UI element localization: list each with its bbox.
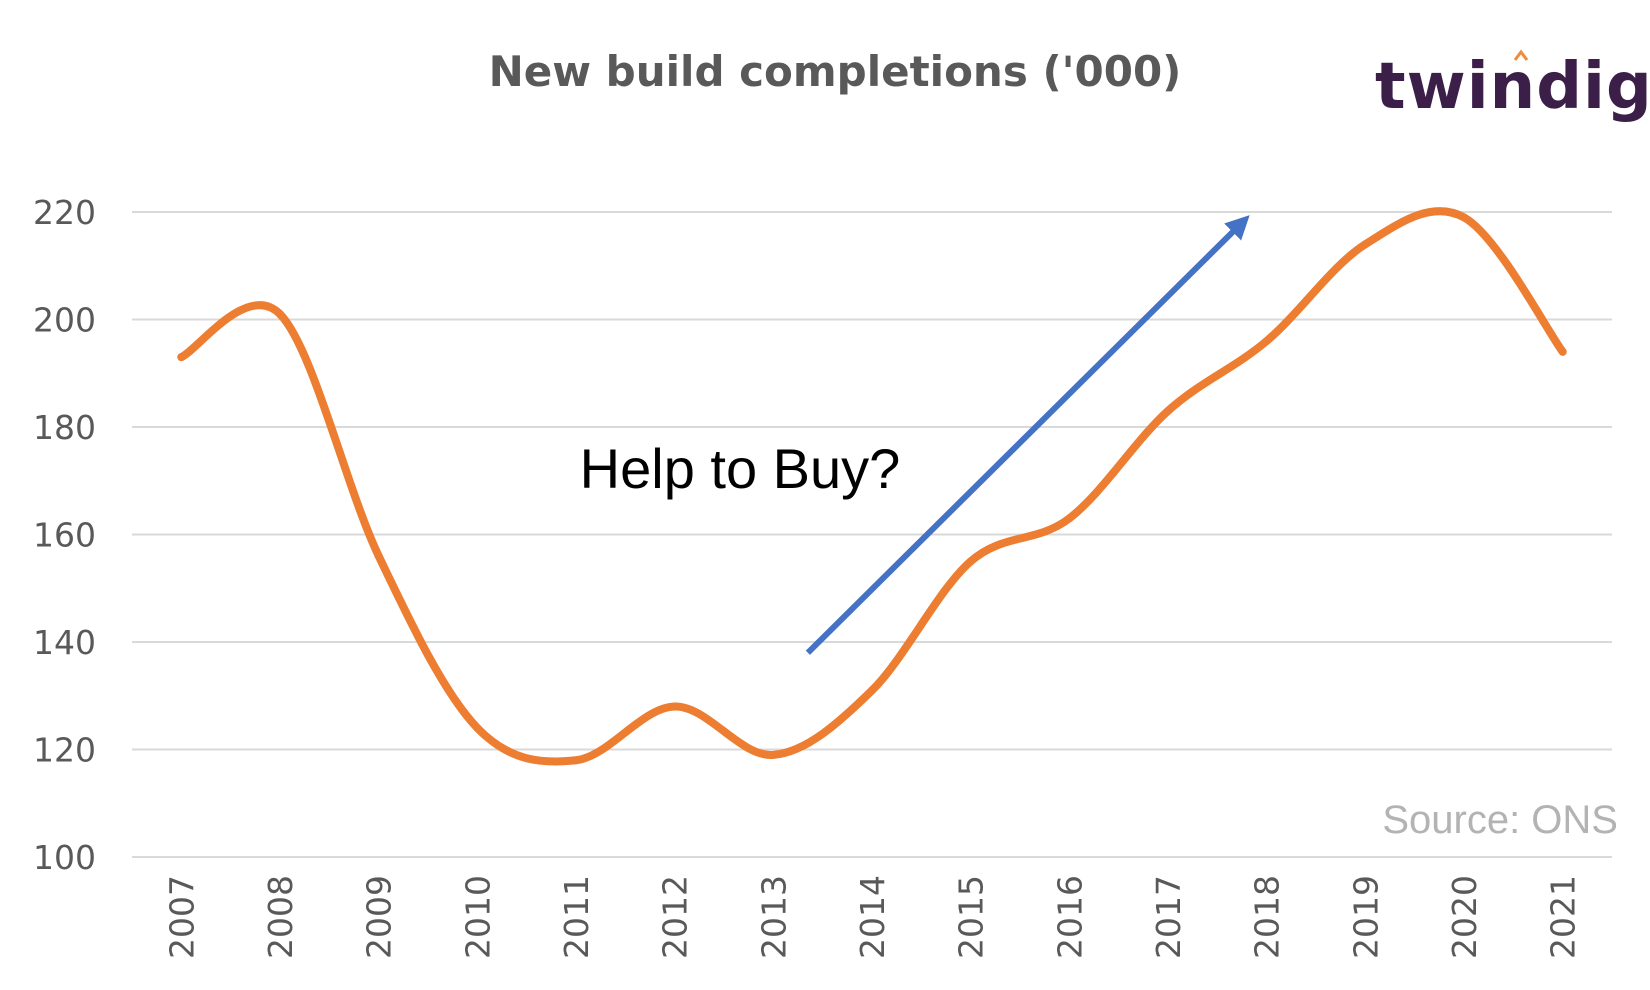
y-tick-label: 120 [33, 731, 96, 770]
x-tick-label: 2008 [261, 875, 300, 959]
y-tick-label: 100 [33, 838, 96, 877]
x-tick-label: 2021 [1544, 875, 1583, 959]
x-tick-label: 2014 [853, 875, 892, 959]
y-tick-label: 180 [33, 408, 96, 447]
logo-text: twindig [1375, 50, 1650, 124]
data-point-2012 [670, 702, 679, 711]
x-tick-label: 2015 [952, 875, 991, 959]
x-tick-label: 2017 [1149, 875, 1188, 959]
x-tick-label: 2012 [656, 875, 695, 959]
data-point-2019 [1361, 240, 1370, 249]
data-point-2008 [276, 310, 284, 319]
source-label: Source: ONS [1382, 798, 1618, 842]
x-tick-label: 2010 [458, 875, 497, 959]
data-point-2016 [1065, 514, 1074, 523]
x-tick-label: 2020 [1445, 875, 1484, 959]
data-point-2018 [1262, 337, 1271, 345]
y-tick-label: 200 [33, 301, 96, 340]
x-tick-label: 2007 [162, 875, 201, 959]
gridlines [132, 211, 1612, 858]
data-point-2017 [1164, 406, 1172, 415]
annotation-help-to-buy: Help to Buy? [580, 437, 901, 500]
x-tick-label: 2009 [360, 875, 399, 959]
data-point-2007 [177, 353, 186, 362]
data-point-2013 [769, 750, 778, 759]
data-point-2009 [374, 552, 383, 560]
y-tick-label: 140 [33, 623, 96, 662]
annotation-arrow [805, 215, 1250, 655]
x-axis-ticks: 2007 2008 2009 2010 2011 2012 2013 2014 2015 2016… [162, 875, 1582, 959]
x-tick-label: 2019 [1346, 875, 1385, 959]
y-tick-label: 160 [33, 516, 96, 555]
x-tick-label: 2013 [754, 875, 793, 959]
data-point-2015 [966, 557, 975, 566]
series-points [177, 213, 1567, 765]
logo-accent-icon [1513, 49, 1529, 61]
data-point-2011 [572, 756, 580, 765]
y-axis-ticks: 100 120 140 160 180 200 220 [33, 193, 96, 877]
chart-title: New build completions ('000) [489, 47, 1182, 96]
data-point-2021 [1558, 347, 1567, 356]
x-tick-label: 2016 [1050, 875, 1089, 959]
x-tick-label: 2011 [557, 875, 596, 959]
data-point-2010 [473, 724, 482, 732]
twindig-logo: twindig [1375, 49, 1650, 124]
data-point-2020 [1460, 213, 1468, 222]
y-tick-label: 220 [33, 193, 96, 232]
data-point-2014 [868, 686, 876, 695]
x-tick-label: 2018 [1248, 875, 1287, 959]
